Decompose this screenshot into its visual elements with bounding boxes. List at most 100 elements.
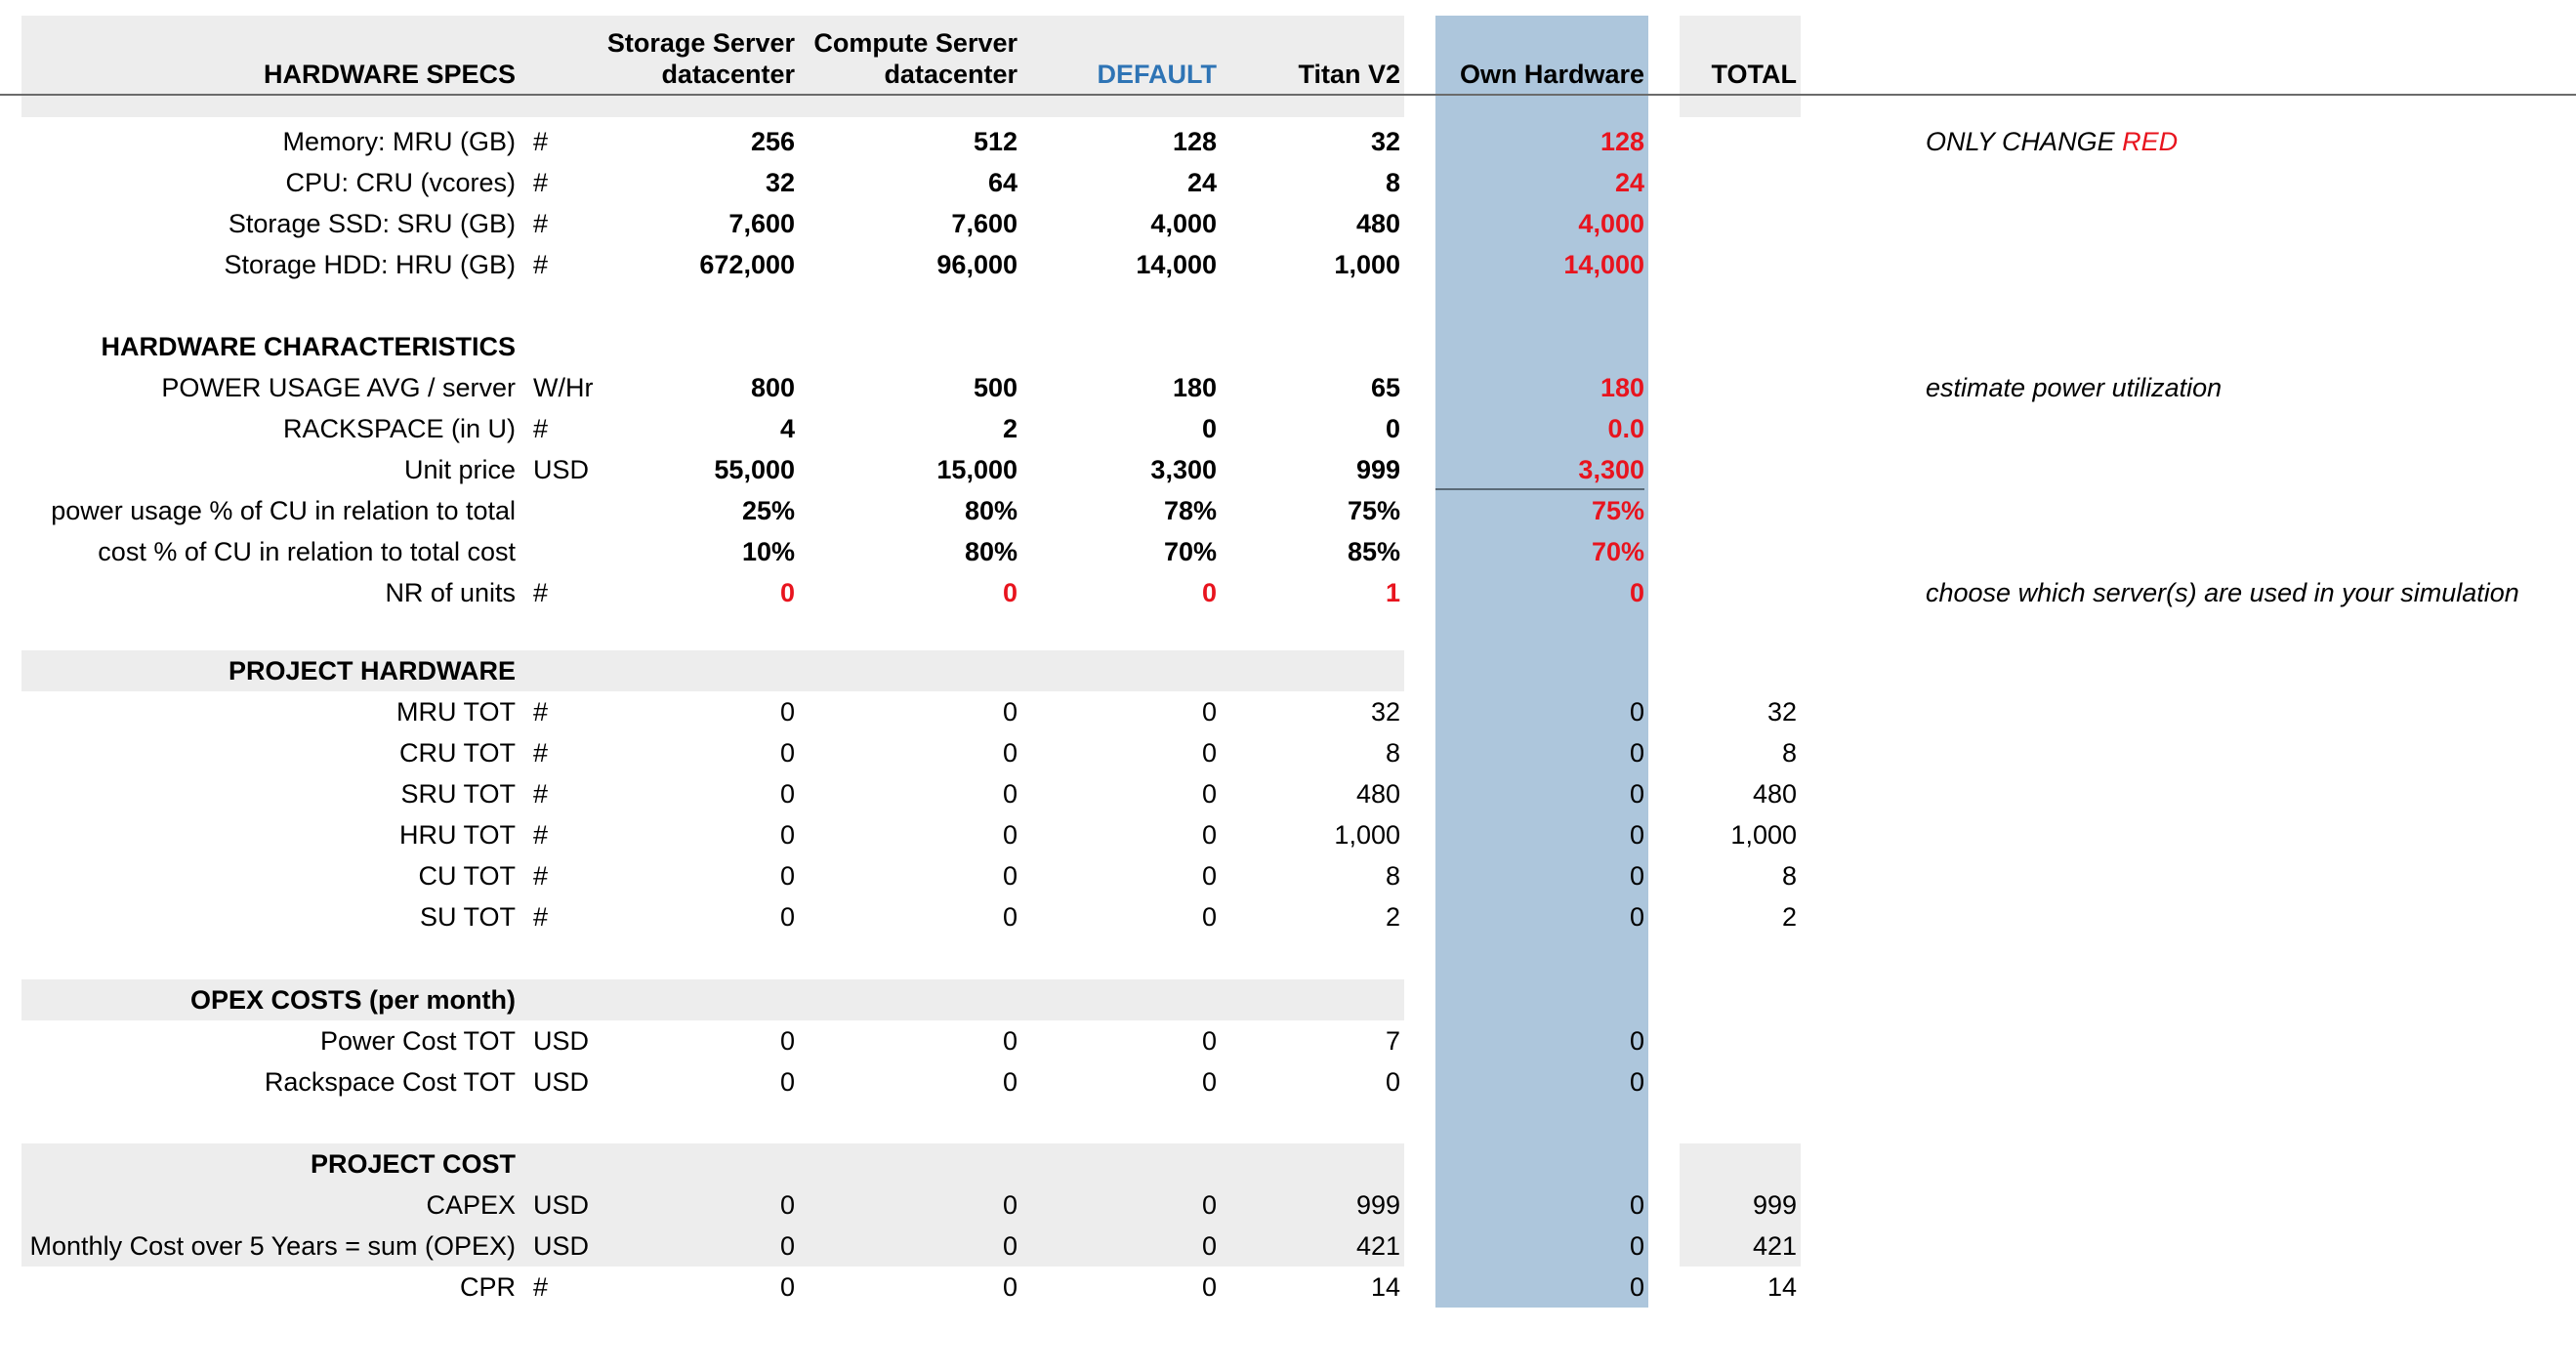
row-label: Unit price bbox=[403, 455, 516, 484]
cell-storage-server: 0 bbox=[779, 779, 795, 809]
cell-storage-server: 55,000 bbox=[714, 455, 795, 484]
cell-compute-server-input[interactable]: 0 bbox=[1002, 578, 1018, 607]
row-unit: USD bbox=[533, 1067, 590, 1097]
row-unit: # bbox=[533, 738, 549, 768]
cell-titan-v2: 421 bbox=[1355, 1231, 1400, 1261]
cell-default: 0 bbox=[1201, 1272, 1217, 1302]
cell-own-hardware: 0 bbox=[1629, 1067, 1644, 1097]
cell-titan-v2: 999 bbox=[1355, 455, 1400, 484]
cell-compute-server: 0 bbox=[1002, 902, 1018, 932]
cell-compute-server: 0 bbox=[1002, 861, 1018, 891]
cell-compute-server: 80% bbox=[964, 496, 1018, 525]
cell-titan-v2: 2 bbox=[1385, 902, 1400, 932]
char-row-unit-price: Unit price USD 55,000 15,000 3,300 999 3… bbox=[0, 449, 2576, 490]
row-label: Monthly Cost over 5 Years = sum (OPEX) bbox=[29, 1231, 516, 1261]
spec-row-cpu: CPU: CRU (vcores) # 32 64 24 8 24 bbox=[0, 162, 2576, 203]
row-label: SU TOT bbox=[419, 902, 516, 932]
cell-own-hardware: 0 bbox=[1629, 1190, 1644, 1220]
row-unit: # bbox=[533, 209, 549, 238]
cell-titan-v2: 999 bbox=[1355, 1190, 1400, 1220]
cell-titan-v2: 65 bbox=[1370, 373, 1400, 402]
cell-total: 2 bbox=[1781, 902, 1797, 932]
header-divider bbox=[0, 94, 2576, 96]
cell-own-hardware: 0 bbox=[1629, 1272, 1644, 1302]
note-red-word: RED bbox=[2122, 127, 2179, 156]
cell-compute-server: 2 bbox=[1002, 414, 1018, 443]
cell-compute-server: 0 bbox=[1002, 697, 1018, 727]
spec-row-hdd: Storage HDD: HRU (GB) # 672,000 96,000 1… bbox=[0, 244, 2576, 285]
cell-default-input[interactable]: 0 bbox=[1201, 578, 1217, 607]
cell-default: 128 bbox=[1172, 127, 1217, 156]
cell-storage-server: 0 bbox=[779, 738, 795, 768]
row-label: Rackspace Cost TOT bbox=[264, 1067, 516, 1097]
cell-own-hardware-input[interactable]: 180 bbox=[1600, 373, 1644, 402]
cell-titan-v2: 0 bbox=[1385, 1067, 1400, 1097]
cell-total: 999 bbox=[1752, 1190, 1797, 1220]
section-title: PROJECT COST bbox=[310, 1149, 516, 1179]
cell-compute-server: 0 bbox=[1002, 820, 1018, 850]
cell-own-hardware-input[interactable]: 0 bbox=[1629, 578, 1644, 607]
note-only-change-red: ONLY CHANGE RED bbox=[1926, 121, 2178, 162]
row-label: CRU TOT bbox=[398, 738, 516, 768]
spec-row-memory: Memory: MRU (GB) # 256 512 128 32 128 ON… bbox=[0, 121, 2576, 162]
cell-compute-server: 0 bbox=[1002, 1026, 1018, 1056]
cell-titan-v2-input[interactable]: 1 bbox=[1385, 578, 1400, 607]
cell-own-hardware-input[interactable]: 75% bbox=[1591, 496, 1644, 525]
cell-compute-server: 0 bbox=[1002, 1231, 1018, 1261]
cell-storage-server: 0 bbox=[779, 820, 795, 850]
cell-default: 0 bbox=[1201, 1026, 1217, 1056]
note-text: ONLY CHANGE bbox=[1926, 127, 2123, 156]
cell-compute-server: 512 bbox=[973, 127, 1018, 156]
cell-own-hardware-input[interactable]: 24 bbox=[1614, 168, 1644, 197]
project-hardware-fill bbox=[21, 650, 1404, 691]
section-project-hardware: PROJECT HARDWARE bbox=[0, 650, 2576, 691]
ph-row-su: SU TOT # 0 0 0 2 0 2 bbox=[0, 896, 2576, 937]
cell-titan-v2: 85% bbox=[1347, 537, 1400, 566]
row-label: CPU: CRU (vcores) bbox=[285, 168, 516, 197]
cell-titan-v2: 8 bbox=[1385, 168, 1400, 197]
char-row-power-usage: POWER USAGE AVG / server W/Hr 800 500 18… bbox=[0, 367, 2576, 408]
column-header-total: TOTAL bbox=[1711, 60, 1798, 89]
char-row-power-pct: power usage % of CU in relation to total… bbox=[0, 490, 2576, 531]
cell-own-hardware-input[interactable]: 128 bbox=[1600, 127, 1644, 156]
cell-default: 180 bbox=[1172, 373, 1217, 402]
cell-storage-server: 0 bbox=[779, 1190, 795, 1220]
cell-compute-server: 0 bbox=[1002, 779, 1018, 809]
cell-compute-server: 96,000 bbox=[936, 250, 1018, 279]
cell-compute-server: 0 bbox=[1002, 1190, 1018, 1220]
cell-compute-server: 500 bbox=[973, 373, 1018, 402]
cell-default: 3,300 bbox=[1150, 455, 1217, 484]
column-header-default: DEFAULT bbox=[1097, 60, 1218, 89]
cell-own-hardware-input[interactable]: 70% bbox=[1591, 537, 1644, 566]
cell-titan-v2: 480 bbox=[1355, 209, 1400, 238]
cell-own-hardware-input[interactable]: 3,300 bbox=[1435, 449, 1644, 490]
cell-own-hardware-input[interactable]: 14,000 bbox=[1563, 250, 1644, 279]
ph-row-sru: SRU TOT # 0 0 0 480 0 480 bbox=[0, 773, 2576, 814]
row-unit: # bbox=[533, 414, 549, 443]
cell-storage-server: 10% bbox=[741, 537, 795, 566]
row-label: RACKSPACE (in U) bbox=[282, 414, 516, 443]
cell-titan-v2: 8 bbox=[1385, 861, 1400, 891]
row-unit: # bbox=[533, 820, 549, 850]
column-header-own-hardware: Own Hardware bbox=[1459, 60, 1644, 89]
cell-own-hardware: 0 bbox=[1629, 820, 1644, 850]
cell-default: 4,000 bbox=[1150, 209, 1217, 238]
cell-own-hardware-input[interactable]: 4,000 bbox=[1578, 209, 1644, 238]
cell-default: 24 bbox=[1186, 168, 1217, 197]
cell-default: 0 bbox=[1201, 1190, 1217, 1220]
note-choose-servers: choose which server(s) are used in your … bbox=[1926, 578, 2519, 607]
char-row-cost-pct: cost % of CU in relation to total cost 1… bbox=[0, 531, 2576, 572]
ph-row-cu: CU TOT # 0 0 0 8 0 8 bbox=[0, 855, 2576, 896]
cell-titan-v2: 8 bbox=[1385, 738, 1400, 768]
row-label: CU TOT bbox=[418, 861, 516, 891]
section-project-cost: PROJECT COST bbox=[0, 1143, 2576, 1184]
cell-default: 0 bbox=[1201, 779, 1217, 809]
cell-storage-server-input[interactable]: 0 bbox=[779, 578, 795, 607]
cell-default: 0 bbox=[1201, 1067, 1217, 1097]
cell-own-hardware-input[interactable]: 0.0 bbox=[1607, 414, 1644, 443]
cell-total: 8 bbox=[1781, 861, 1797, 891]
project-cost-total-fill bbox=[1680, 1143, 1801, 1267]
cell-default: 0 bbox=[1201, 902, 1217, 932]
row-unit: USD bbox=[533, 1231, 590, 1261]
row-label: POWER USAGE AVG / server bbox=[161, 373, 516, 402]
